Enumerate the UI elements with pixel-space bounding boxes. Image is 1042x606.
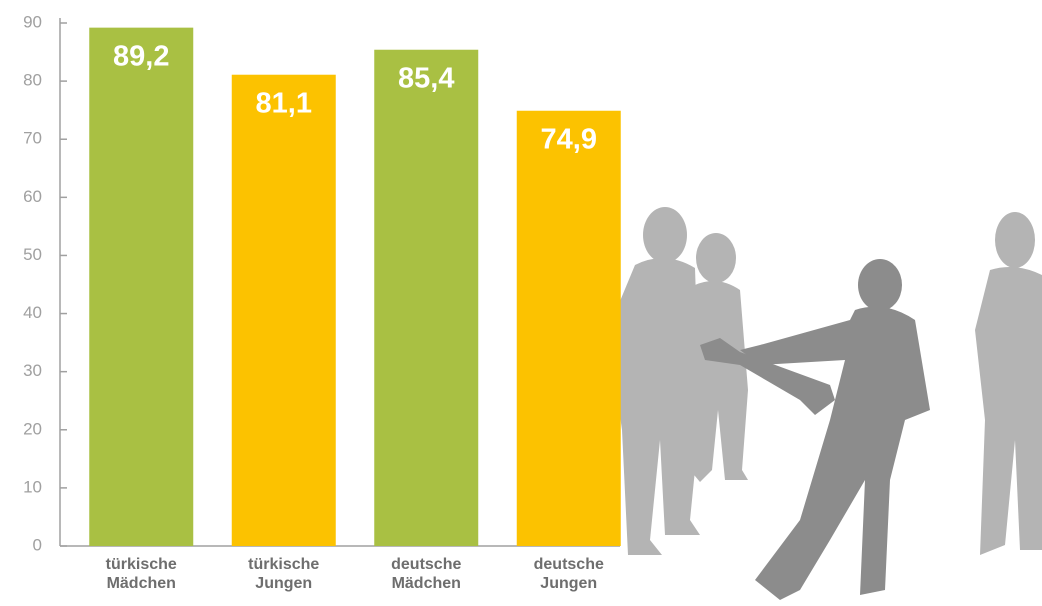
bar (374, 49, 479, 546)
value-label: 81,1 (256, 87, 312, 119)
y-tick-label: 30 (23, 361, 42, 380)
x-tick-label: türkische (106, 556, 177, 573)
x-tick-label: Jungen (540, 575, 597, 592)
bar (231, 74, 336, 547)
bar (516, 110, 621, 547)
x-tick-label: Jungen (255, 575, 312, 592)
y-tick-label: 50 (23, 245, 42, 264)
y-tick-label: 90 (23, 12, 42, 31)
y-tick-label: 40 (23, 303, 42, 322)
x-tick-label: deutsche (534, 556, 604, 573)
value-label: 89,2 (113, 40, 169, 72)
bar (89, 27, 194, 547)
y-tick-label: 0 (33, 535, 42, 554)
x-tick-label: deutsche (391, 556, 461, 573)
silhouettes (608, 207, 1042, 555)
y-tick-label: 20 (23, 419, 42, 438)
guitarist (700, 259, 930, 600)
value-label: 85,4 (398, 62, 454, 94)
x-tick-label: Mädchen (392, 575, 461, 592)
y-tick-label: 60 (23, 187, 42, 206)
y-tick-label: 70 (23, 129, 42, 148)
value-label: 74,9 (541, 123, 597, 155)
y-tick-label: 80 (23, 71, 42, 90)
x-tick-label: türkische (248, 556, 319, 573)
x-tick-label: Mädchen (107, 575, 176, 592)
y-tick-label: 10 (23, 477, 42, 496)
